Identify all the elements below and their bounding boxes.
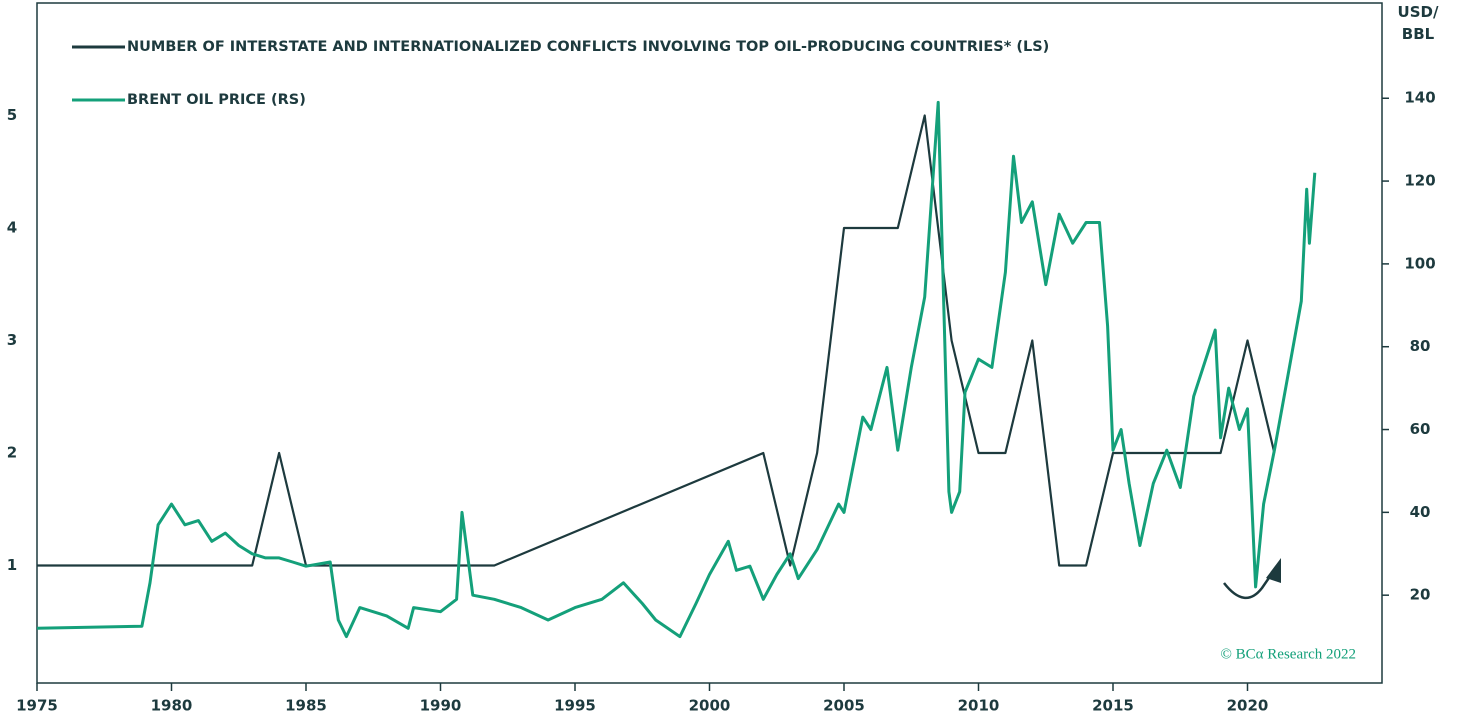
y-tick-label: 4 bbox=[7, 219, 17, 237]
y2-tick-label: 20 bbox=[1410, 586, 1431, 604]
x-tick-label: 2015 bbox=[1092, 697, 1134, 715]
y2-tick-label: 120 bbox=[1404, 172, 1435, 190]
x-tick-label: 2000 bbox=[689, 697, 731, 715]
y2-axis-label: USD/BBL bbox=[1398, 3, 1439, 43]
y2-tick-label: 60 bbox=[1410, 420, 1431, 438]
x-tick-label: 1990 bbox=[420, 697, 462, 715]
y-tick-label: 1 bbox=[7, 556, 17, 574]
y2-tick-label: 140 bbox=[1404, 89, 1435, 107]
x-tick-label: 2010 bbox=[958, 697, 1000, 715]
x-tick-label: 2020 bbox=[1227, 697, 1269, 715]
legend-label: NUMBER OF INTERSTATE AND INTERNATIONALIZ… bbox=[127, 39, 1049, 55]
arrow-head bbox=[1266, 558, 1281, 583]
y-tick-label: 5 bbox=[7, 106, 17, 124]
copyright: © BCα Research 2022 bbox=[1221, 646, 1356, 662]
y2-tick-label: 40 bbox=[1410, 503, 1431, 521]
x-tick-label: 1980 bbox=[151, 697, 193, 715]
y-tick-label: 2 bbox=[7, 444, 17, 462]
y-tick-label: 3 bbox=[7, 331, 17, 349]
x-tick-label: 1995 bbox=[554, 697, 596, 715]
y2-tick-label: 80 bbox=[1410, 337, 1431, 355]
legend-label: BRENT OIL PRICE (RS) bbox=[127, 92, 306, 108]
x-tick-label: 1985 bbox=[285, 697, 327, 715]
x-tick-label: 1975 bbox=[16, 697, 58, 715]
x-tick-label: 2005 bbox=[823, 697, 865, 715]
series-line bbox=[36, 100, 1317, 639]
annotation-arrow bbox=[1223, 571, 1275, 599]
y2-tick-label: 100 bbox=[1404, 254, 1435, 272]
series-line bbox=[37, 114, 1276, 567]
